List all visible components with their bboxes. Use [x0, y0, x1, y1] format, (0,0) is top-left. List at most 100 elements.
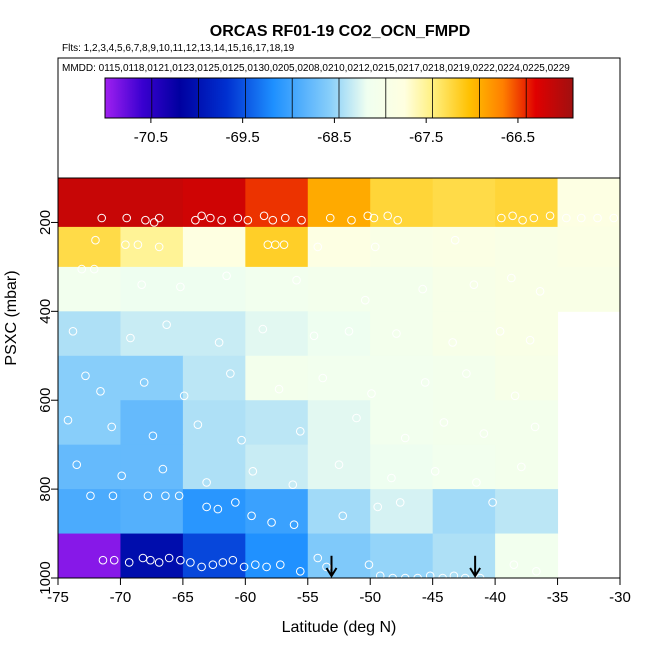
data-point [222, 271, 231, 281]
data-point [369, 213, 379, 223]
data-point [530, 422, 540, 432]
heatmap-cell [120, 533, 184, 579]
data-point [164, 553, 174, 563]
data-point [271, 240, 280, 249]
data-point [133, 240, 143, 249]
data-point [86, 491, 95, 501]
heatmap-cell [495, 444, 559, 490]
data-point [334, 460, 344, 469]
heatmap-cell [120, 226, 184, 268]
data-point [143, 491, 153, 501]
data-point [322, 562, 331, 572]
data-point [191, 215, 200, 225]
heatmap-cell [182, 444, 246, 490]
heatmap-cell [370, 311, 434, 357]
heatmap-cell [432, 355, 496, 401]
data-point [148, 431, 158, 441]
x-tick-label: -35 [547, 589, 569, 606]
data-point [363, 211, 373, 221]
heatmap-cell [432, 178, 496, 228]
data-point [231, 498, 240, 507]
y-tick-label: 200 [37, 210, 54, 235]
colorbar-tick-label: -69.5 [226, 129, 260, 146]
y-tick-label: 800 [37, 477, 54, 502]
data-point [202, 502, 211, 512]
data-point [239, 562, 249, 572]
data-point [297, 215, 306, 225]
data-point [325, 213, 335, 223]
data-point [218, 558, 228, 567]
heatmap-cell [307, 355, 371, 401]
heatmap-cell [120, 400, 184, 446]
data-point [186, 558, 195, 567]
colorbar-tick-label: -66.5 [501, 129, 535, 146]
heatmap-cell [182, 266, 246, 312]
heatmap-cell [370, 226, 434, 268]
heatmap-cell [182, 226, 246, 268]
data-point [154, 242, 164, 252]
data-point [462, 369, 471, 378]
data-point [507, 273, 516, 283]
data-point [450, 235, 460, 245]
x-axis: -75 -70 -65 -60 -55 -50 -45 -40 -35 -30 [47, 578, 631, 606]
plot-frame [57, 177, 621, 579]
data-point [609, 213, 619, 223]
data-point [68, 327, 78, 336]
heatmap-cell [370, 444, 434, 490]
data-point [149, 218, 159, 227]
data-point [370, 242, 380, 252]
data-point [295, 427, 305, 436]
data-point [197, 211, 206, 221]
data-point [274, 384, 284, 394]
data-point [276, 560, 285, 569]
data-point [72, 460, 82, 469]
heatmap-cell [370, 355, 434, 401]
data-point [430, 467, 440, 476]
data-point [63, 415, 73, 425]
colorbar-tick-label: -70.5 [134, 129, 168, 146]
heatmap-cell [432, 489, 496, 535]
data-point [233, 213, 243, 223]
data-point [267, 518, 276, 527]
data-point [488, 498, 497, 507]
heatmap-cell [120, 444, 184, 490]
heatmap-cell [245, 266, 309, 312]
data-point [96, 387, 105, 396]
data-point [193, 420, 203, 429]
data-point [137, 280, 146, 289]
heatmap-cell [307, 533, 371, 579]
data-point [360, 295, 370, 305]
data-point [289, 520, 299, 529]
x-tick-label: -45 [422, 589, 444, 606]
heatmap-cell [182, 178, 246, 228]
x-tick-label: -60 [234, 589, 256, 606]
heatmap-cell [370, 266, 434, 312]
heatmap-cell [495, 311, 559, 357]
heatmap-cell [370, 533, 434, 579]
heatmap-cell [307, 400, 371, 446]
heatmap-cell [307, 266, 371, 312]
data-point [497, 213, 506, 223]
arrow-head [325, 567, 338, 578]
y-axis: 200 400 600 800 1000 [37, 210, 58, 595]
flights-label: Flts: 1,2,3,4,5,6,7,8,9,10,11,12,13,14,1… [62, 43, 295, 54]
heatmap-cell [58, 400, 121, 446]
heatmap-cell [182, 355, 246, 401]
heatmap-cell [432, 266, 496, 312]
x-tick-label: -75 [47, 589, 69, 606]
heatmap-cell [182, 533, 246, 579]
heatmap-cell [370, 489, 434, 535]
heatmap-cell [495, 533, 559, 579]
data-point [251, 560, 260, 569]
data-point [174, 491, 184, 501]
data-point [532, 567, 541, 576]
heatmap-cell [495, 489, 559, 535]
data-point [508, 211, 517, 221]
heatmap-cell [307, 226, 371, 268]
heatmap-cell [495, 400, 559, 446]
data-point [472, 478, 481, 487]
data-point [518, 215, 527, 225]
data-point [214, 338, 224, 347]
data-point [158, 464, 168, 474]
